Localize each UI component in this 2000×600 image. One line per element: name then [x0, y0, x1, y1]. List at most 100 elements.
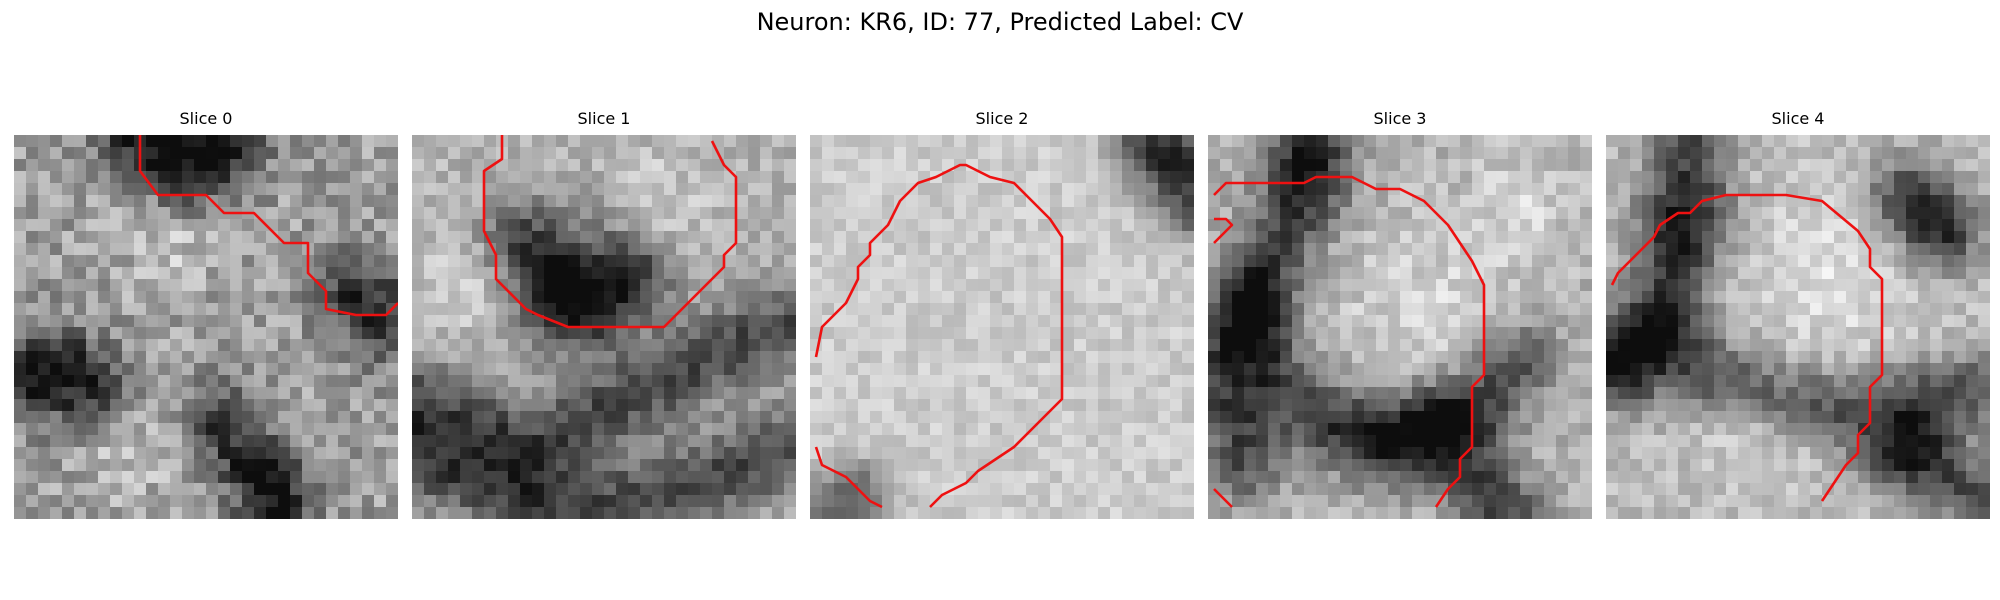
image-pixel: [1376, 219, 1389, 232]
image-pixel: [98, 147, 111, 160]
image-pixel: [748, 387, 761, 400]
image-pixel: [616, 483, 629, 496]
image-pixel: [772, 267, 785, 280]
image-pixel: [1038, 303, 1051, 316]
image-pixel: [918, 423, 931, 436]
image-pixel: [906, 411, 919, 424]
image-pixel: [990, 291, 1003, 304]
image-pixel: [254, 375, 267, 388]
image-pixel: [1062, 399, 1075, 412]
image-pixel: [1618, 399, 1631, 412]
image-pixel: [266, 447, 279, 460]
image-pixel: [1050, 303, 1063, 316]
image-pixel: [460, 183, 473, 196]
image-pixel: [1918, 327, 1931, 340]
image-pixel: [1846, 195, 1859, 208]
image-pixel: [290, 183, 303, 196]
image-pixel: [1762, 315, 1775, 328]
image-pixel: [1978, 363, 1990, 376]
image-pixel: [1556, 315, 1569, 328]
image-pixel: [1508, 303, 1521, 316]
image-pixel: [846, 315, 859, 328]
image-pixel: [338, 423, 351, 436]
image-pixel: [508, 207, 521, 220]
image-pixel: [870, 291, 883, 304]
image-pixel: [1098, 327, 1111, 340]
image-pixel: [1256, 171, 1269, 184]
image-pixel: [1618, 447, 1631, 460]
image-pixel: [1280, 135, 1293, 148]
image-pixel: [436, 423, 449, 436]
image-pixel: [1436, 471, 1449, 484]
image-pixel: [374, 387, 387, 400]
image-pixel: [1388, 471, 1401, 484]
image-pixel: [822, 303, 835, 316]
image-pixel: [1918, 387, 1931, 400]
image-pixel: [966, 447, 979, 460]
image-pixel: [134, 339, 147, 352]
image-pixel: [990, 159, 1003, 172]
image-pixel: [1170, 471, 1183, 484]
image-pixel: [1642, 339, 1655, 352]
image-pixel: [532, 375, 545, 388]
image-pixel: [218, 171, 231, 184]
image-pixel: [1774, 339, 1787, 352]
image-pixel: [1532, 231, 1545, 244]
image-pixel: [736, 435, 749, 448]
image-pixel: [676, 207, 689, 220]
image-pixel: [1882, 375, 1895, 388]
image-pixel: [1364, 435, 1377, 448]
image-pixel: [700, 255, 713, 268]
image-pixel: [1304, 351, 1317, 364]
image-pixel: [1762, 267, 1775, 280]
image-pixel: [1690, 423, 1703, 436]
image-pixel: [1448, 159, 1461, 172]
image-pixel: [918, 303, 931, 316]
image-pixel: [1774, 411, 1787, 424]
image-pixel: [1292, 243, 1305, 256]
image-pixel: [134, 483, 147, 496]
image-pixel: [1906, 399, 1919, 412]
image-pixel: [760, 171, 773, 184]
image-pixel: [882, 303, 895, 316]
image-pixel: [472, 159, 485, 172]
image-pixel: [664, 447, 677, 460]
image-pixel: [1460, 351, 1473, 364]
image-pixel: [1834, 363, 1847, 376]
image-pixel: [1762, 447, 1775, 460]
image-pixel: [990, 303, 1003, 316]
image-pixel: [1942, 243, 1955, 256]
image-pixel: [1618, 195, 1631, 208]
image-pixel: [532, 399, 545, 412]
image-pixel: [604, 435, 617, 448]
image-pixel: [616, 495, 629, 508]
image-pixel: [62, 135, 75, 148]
image-pixel: [1786, 291, 1799, 304]
image-pixel: [218, 315, 231, 328]
image-pixel: [652, 375, 665, 388]
image-pixel: [412, 231, 425, 244]
image-pixel: [98, 495, 111, 508]
image-pixel: [1292, 507, 1305, 519]
image-pixel: [532, 171, 545, 184]
image-pixel: [1954, 303, 1967, 316]
image-pixel: [966, 279, 979, 292]
image-pixel: [1774, 435, 1787, 448]
image-pixel: [1894, 339, 1907, 352]
image-pixel: [1098, 183, 1111, 196]
image-pixel: [1232, 135, 1245, 148]
image-pixel: [1460, 435, 1473, 448]
image-pixel: [1544, 135, 1557, 148]
image-pixel: [1244, 327, 1257, 340]
image-pixel: [38, 483, 51, 496]
image-pixel: [858, 399, 871, 412]
image-pixel: [1364, 255, 1377, 268]
image-pixel: [556, 291, 569, 304]
image-pixel: [736, 387, 749, 400]
image-pixel: [266, 351, 279, 364]
image-pixel: [544, 159, 557, 172]
image-pixel: [1556, 171, 1569, 184]
image-pixel: [1918, 195, 1931, 208]
image-pixel: [460, 279, 473, 292]
image-pixel: [556, 507, 569, 519]
